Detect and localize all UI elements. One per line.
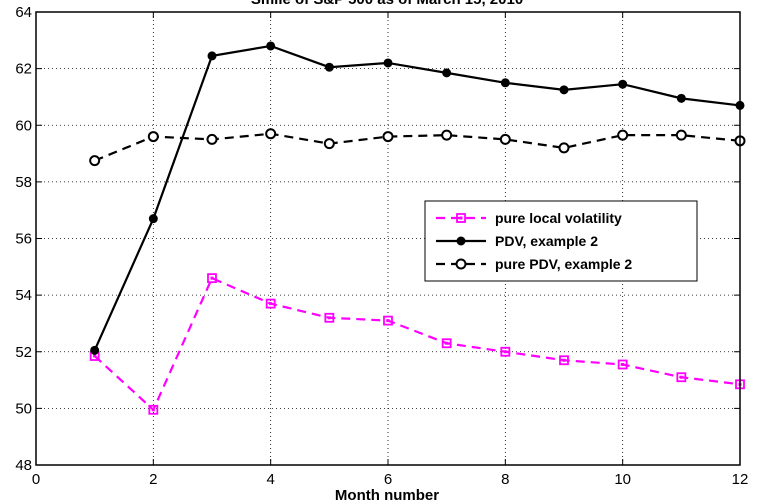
series-pure-pdv-example-2-point bbox=[441, 129, 453, 141]
series-pdv-example-2-point bbox=[500, 78, 510, 88]
series-pdv-example-2 bbox=[90, 41, 745, 355]
legend-item-pure-pdv-example-2-label: pure PDV, example 2 bbox=[495, 256, 632, 272]
x-axis-title: Month number bbox=[335, 487, 439, 504]
series-pure-local-volatility-point bbox=[617, 359, 628, 370]
series-pure-local-volatility-point bbox=[676, 372, 687, 383]
series-pure-local-volatility-point-center bbox=[445, 341, 449, 345]
x-tick-label: 6 bbox=[384, 471, 392, 488]
series-pure-pdv-example-2-point bbox=[675, 129, 687, 141]
x-tick-label: 8 bbox=[501, 471, 509, 488]
x-tick-labels: 0 2 4 6 8 10 12 bbox=[32, 471, 749, 488]
series-pure-pdv-example-2-point bbox=[89, 155, 101, 167]
grid bbox=[36, 12, 740, 465]
x-tick-label: 4 bbox=[266, 471, 274, 488]
y-tick-labels: 48 50 52 54 56 58 60 62 64 bbox=[15, 4, 32, 474]
legend-item-pure-local-volatility-marker bbox=[456, 213, 466, 223]
y-tick-label: 52 bbox=[15, 344, 32, 361]
legend-item-pure-pdv-example-2: pure PDV, example 2 bbox=[436, 256, 632, 272]
series-pdv-example-2-point bbox=[442, 68, 452, 78]
chart-title: Smile of S&P 500 as of March 15, 2010 bbox=[251, 0, 523, 8]
legend-item-pdv-example-2-marker bbox=[456, 236, 466, 246]
x-tick-label: 10 bbox=[614, 471, 631, 488]
series-pure-pdv-example-2 bbox=[89, 128, 746, 167]
x-tick-label: 12 bbox=[732, 471, 749, 488]
series-pure-local-volatility-point bbox=[207, 273, 217, 284]
x-tick-label: 2 bbox=[149, 471, 157, 488]
series-pdv-example-2-point bbox=[207, 51, 217, 61]
series-pure-pdv-example-2-point bbox=[499, 133, 511, 145]
legend: pure local volatility PDV, example 2 pure … bbox=[424, 200, 698, 282]
legend-item-pure-pdv-example-2-marker bbox=[455, 258, 467, 270]
series-pdv-example-2-line bbox=[93, 44, 741, 351]
series-pure-local-volatility-point bbox=[383, 315, 393, 326]
series-pure-pdv-example-2-point bbox=[265, 128, 277, 140]
series-pdv-example-2-point bbox=[266, 41, 276, 51]
series-pure-pdv-example-2-point bbox=[323, 138, 335, 150]
series-pdv-example-2-point bbox=[676, 93, 686, 103]
y-tick-label: 58 bbox=[15, 174, 32, 191]
series-pdv-example-2-point bbox=[324, 62, 334, 72]
series-pure-local-volatility-point bbox=[500, 346, 511, 357]
series-pure-pdv-example-2-point bbox=[147, 131, 159, 143]
series-pure-pdv-example-2-point bbox=[382, 131, 394, 143]
legend-item-pdv-example-2-label: PDV, example 2 bbox=[495, 233, 598, 249]
series-pure-local-volatility-point bbox=[148, 404, 159, 415]
y-tick-label: 60 bbox=[15, 117, 32, 134]
x-tick-label: 0 bbox=[32, 471, 40, 488]
series-pure-pdv-example-2-point bbox=[206, 133, 218, 145]
series-pdv-example-2-point bbox=[559, 85, 569, 95]
series-pure-pdv-example-2-line bbox=[94, 132, 741, 162]
series-pure-local-volatility-point-center bbox=[210, 276, 214, 280]
series-pdv-example-2-point bbox=[383, 58, 393, 68]
series-pure-local-volatility-point bbox=[324, 312, 335, 323]
series-pure-local-volatility-point bbox=[559, 355, 569, 366]
y-tick-label: 64 bbox=[15, 4, 32, 21]
series-pure-local-volatility-point-center bbox=[269, 302, 273, 306]
series-pdv-example-2-point bbox=[90, 345, 100, 355]
legend-items: pure local volatility PDV, example 2 pure … bbox=[436, 210, 632, 272]
series-pure-local-volatility-line bbox=[93, 276, 741, 412]
series-pdv-example-2-point bbox=[148, 214, 158, 224]
y-tick-label: 56 bbox=[15, 231, 32, 248]
series-pure-local-volatility-point-center bbox=[327, 316, 331, 320]
y-tick-label: 50 bbox=[15, 400, 32, 417]
legend-item-pure-local-volatility-marker-center bbox=[459, 216, 463, 220]
ticks bbox=[35, 11, 741, 466]
series-pure-local-volatility-point-center bbox=[151, 408, 155, 412]
legend-item-pure-local-volatility: pure local volatility bbox=[436, 210, 622, 226]
y-tick-label: 62 bbox=[15, 61, 32, 78]
series-pure-local-volatility-point-center bbox=[562, 358, 566, 362]
legend-item-pdv-example-2: PDV, example 2 bbox=[436, 233, 598, 249]
legend-item-pure-local-volatility-label: pure local volatility bbox=[495, 210, 622, 226]
y-tick-label: 48 bbox=[15, 457, 32, 474]
series-pure-local-volatility-point-center bbox=[621, 362, 625, 366]
series-pure-local-volatility-point bbox=[265, 298, 276, 309]
series-pure-pdv-example-2-point bbox=[558, 142, 570, 154]
y-tick-label: 54 bbox=[15, 287, 32, 304]
series-pure-local-volatility-point-center bbox=[93, 354, 97, 358]
series-pure-local-volatility-point bbox=[441, 338, 452, 349]
series-pure-local-volatility-point-center bbox=[386, 319, 390, 323]
series-pure-pdv-example-2-point bbox=[617, 129, 629, 141]
series-pure-local-volatility-point-center bbox=[679, 375, 683, 379]
series-pure-local-volatility-point-center bbox=[503, 350, 507, 354]
series-pdv-example-2-point bbox=[618, 79, 628, 89]
